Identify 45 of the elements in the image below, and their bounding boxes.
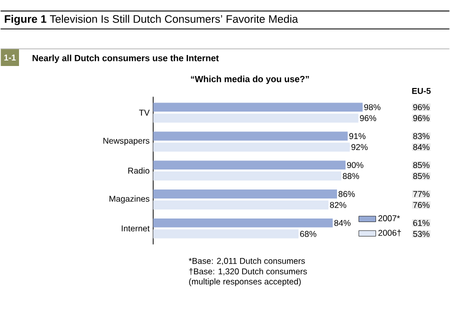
text: 96% [413, 104, 430, 110]
data-label: 86% [338, 190, 355, 197]
text: (multiple responses accepted) [189, 278, 301, 286]
bar [153, 218, 333, 228]
text: “Which media do you use?” [190, 76, 309, 84]
text: 85% [413, 162, 430, 168]
text: 83% [413, 133, 430, 140]
bar [153, 189, 337, 198]
chart-subtitle: Nearly all Dutch consumers use the Internet [32, 54, 219, 63]
data-label: 92% [351, 144, 368, 150]
bar [153, 132, 348, 141]
legend-label: 2006† [378, 230, 401, 236]
data-label: 96% [360, 115, 376, 122]
text: 77% [413, 190, 430, 197]
bar [153, 160, 346, 170]
y-tick-label: Radio [128, 167, 150, 174]
text: 61% [413, 220, 430, 226]
bar [153, 229, 299, 238]
text: 1-1 [4, 54, 16, 60]
y-tick-label: Internet [122, 225, 150, 232]
text: 84% [413, 144, 430, 150]
text: 85% [413, 172, 430, 179]
text: †Base: 1,320 Dutch consumers [189, 268, 307, 276]
text: EU-5 [412, 88, 431, 94]
data-label: 68% [300, 230, 316, 237]
y-tick-label: Newspapers [103, 138, 150, 146]
data-label: 91% [349, 133, 366, 140]
data-label: 98% [364, 104, 380, 110]
bar [153, 142, 350, 152]
text: 96% [413, 115, 430, 122]
bar [153, 102, 363, 112]
legend-label: 2007* [378, 215, 400, 222]
text: 53% [413, 230, 430, 237]
data-label: 82% [330, 202, 346, 208]
data-label: 84% [334, 220, 351, 226]
data-label: 88% [342, 172, 360, 179]
y-tick-label: Magazines [110, 195, 150, 204]
bar [153, 114, 358, 123]
chart-title: Figure 1 Television Is Still Dutch Consumers’ Favorite Media [4, 14, 298, 26]
text: 76% [413, 202, 430, 208]
text: *Base: 2,011 Dutch consumers [188, 258, 305, 265]
data-label: 90% [347, 162, 364, 168]
bar [153, 171, 342, 180]
bar [153, 200, 328, 210]
y-tick-label: TV [139, 110, 150, 116]
